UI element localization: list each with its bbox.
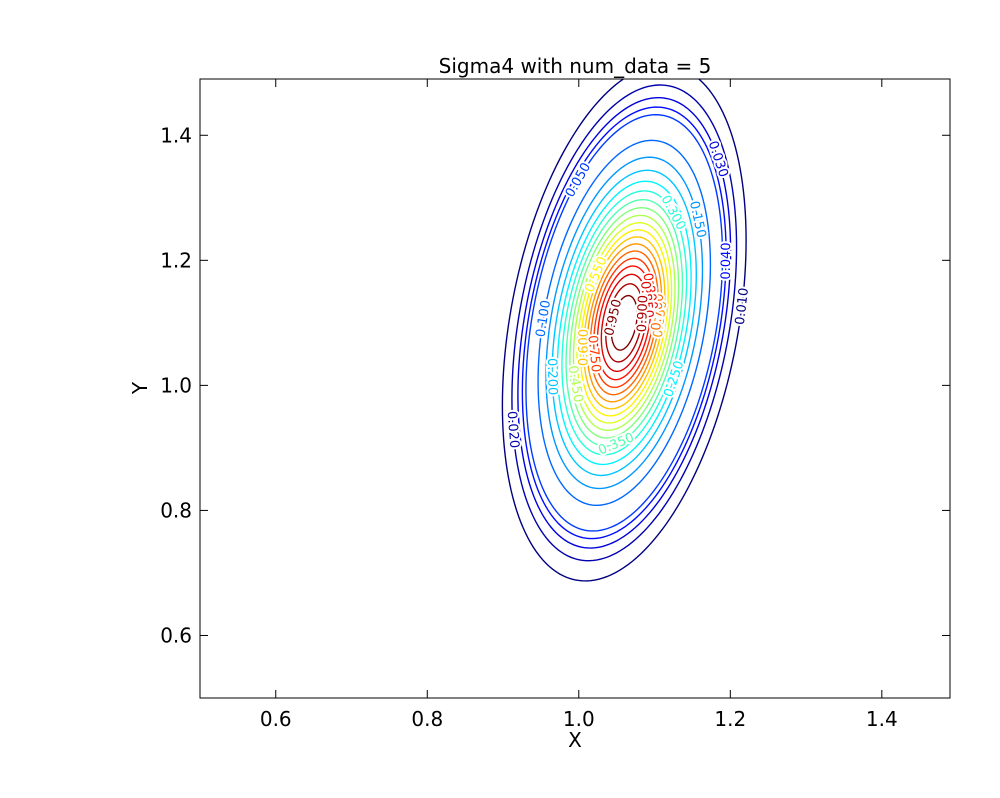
contour-line	[565, 198, 684, 447]
y-tick-label: 1.4	[160, 123, 192, 147]
contour-line	[582, 236, 666, 410]
contour-line	[511, 84, 738, 562]
contour-line	[537, 139, 712, 507]
contour-line	[589, 250, 659, 396]
x-tick-label: 0.6	[260, 707, 292, 731]
contour-label: 0.650	[651, 300, 671, 339]
y-axis-label: Y	[128, 381, 152, 395]
plot-frame	[199, 78, 951, 699]
y-tick-label: 0.8	[160, 498, 192, 522]
contour-line	[521, 106, 727, 540]
contour-lines	[501, 79, 747, 582]
contour-line	[593, 257, 656, 389]
contour-line	[561, 190, 688, 456]
axis-ticks: 0.6 0.8 1.0 1.2 1.4 0.6 0.8 1.0 1.2 1.4	[160, 79, 950, 731]
contour-line	[605, 283, 644, 363]
contour-line	[556, 180, 692, 466]
contour-line	[525, 114, 724, 532]
y-tick-label: 1.0	[160, 373, 192, 397]
contour-label: 0.600	[576, 329, 591, 366]
x-tick-label: 1.2	[714, 707, 746, 731]
contour-line	[579, 229, 669, 417]
contour-line	[569, 207, 680, 439]
contour-line	[596, 265, 652, 381]
contour-line	[572, 214, 676, 432]
contour-label: 0.200	[544, 358, 560, 396]
x-tick-label: 0.8	[411, 707, 443, 731]
contour-line	[610, 294, 638, 351]
x-tick-label: 1.4	[866, 707, 898, 731]
contour-line	[545, 156, 704, 490]
y-tick-label: 1.2	[160, 248, 192, 272]
contour-label: 0.040	[719, 242, 734, 279]
contour-line	[600, 273, 648, 373]
contour-label: 0.700	[649, 293, 667, 331]
contour-line	[517, 96, 732, 549]
contour-line	[551, 169, 697, 477]
x-axis-label: X	[568, 728, 582, 752]
contour-label: 0.850	[637, 280, 656, 319]
contour-line	[501, 79, 747, 582]
contour-label: 0.020	[504, 410, 522, 448]
contour-label: 0.900	[635, 295, 651, 333]
contour-label: 0.750	[584, 335, 603, 374]
x-tick-label: 1.0	[563, 707, 595, 731]
contour-line	[576, 222, 673, 424]
contour-label: 0.010	[733, 287, 752, 326]
y-tick-label: 0.6	[160, 623, 192, 647]
contour-line	[586, 243, 663, 403]
chart-title: Sigma4 with num_data = 5	[439, 54, 712, 78]
